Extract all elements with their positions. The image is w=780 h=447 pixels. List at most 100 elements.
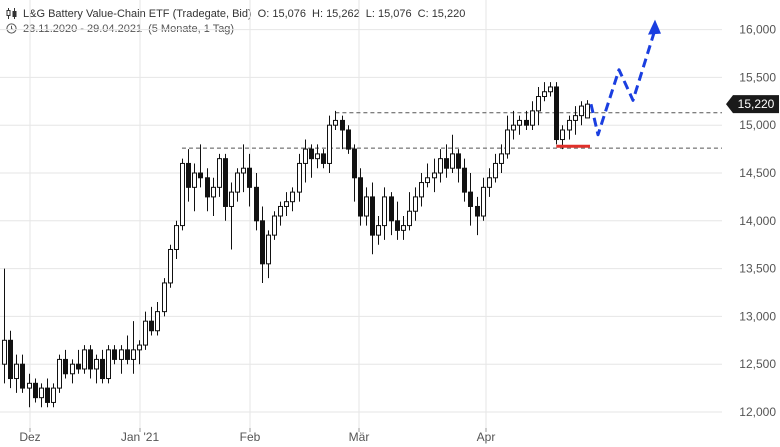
candle-body-up xyxy=(333,119,338,126)
candle xyxy=(57,354,62,393)
candle xyxy=(217,153,222,197)
candle-body-up xyxy=(168,248,173,284)
y-axis: 12,000 12,500 13,000 13,500 14,000 14,500 15,0… xyxy=(739,23,776,419)
chart-header: L&G Battery Value-Chain ETF (Tradegate, … xyxy=(6,6,465,36)
candle xyxy=(548,82,553,97)
candle xyxy=(131,321,136,374)
candle xyxy=(63,349,68,379)
candle xyxy=(162,278,167,317)
candle-body-down xyxy=(309,148,314,160)
candle-body-down xyxy=(20,363,25,389)
candle-body-up xyxy=(407,210,412,227)
candle-body-up xyxy=(425,177,430,184)
candle-body-up xyxy=(70,363,75,375)
annotations xyxy=(556,19,661,148)
candle xyxy=(180,158,185,231)
candle-body-up xyxy=(131,349,136,360)
candle-body-up xyxy=(493,162,498,179)
candle-body-down xyxy=(462,167,467,193)
candle-body-down xyxy=(260,220,265,265)
candle-body-up xyxy=(548,86,553,93)
candle xyxy=(272,211,277,240)
candle-body-down xyxy=(76,363,81,370)
candle xyxy=(358,168,363,226)
candle xyxy=(125,335,130,365)
candle-body-up xyxy=(94,358,99,370)
candle-body-up xyxy=(284,201,289,207)
candle xyxy=(585,100,590,119)
candle-body-down xyxy=(186,162,191,188)
candle xyxy=(333,110,338,130)
open-value: O: 15,076 xyxy=(257,7,306,20)
candle-body-up xyxy=(511,124,516,131)
ohlc-row: L&G Battery Value-Chain ETF (Tradegate, … xyxy=(6,6,465,21)
date-range: 23.11.2020 - 29.04.2021 xyxy=(23,22,143,35)
candle xyxy=(505,115,510,159)
candle xyxy=(198,144,203,188)
candle-body-up xyxy=(567,119,572,131)
candle xyxy=(235,168,240,202)
candle-body-up xyxy=(211,186,216,198)
candle xyxy=(229,182,234,250)
candle xyxy=(223,153,228,221)
candle xyxy=(112,345,117,365)
candle-body-up xyxy=(143,320,148,346)
high-value: H: 15,262 xyxy=(312,7,360,20)
candle-body-up xyxy=(303,148,308,164)
candle xyxy=(106,345,111,384)
candle xyxy=(346,125,351,154)
last-price-label: 15,220 xyxy=(738,97,775,111)
candle xyxy=(524,110,529,130)
candle xyxy=(432,158,437,193)
candle-body-up xyxy=(82,349,87,370)
candle xyxy=(389,192,394,236)
candle xyxy=(554,82,559,145)
candle xyxy=(2,268,7,384)
x-axis: Dez Jan '21 Feb Mär Apr xyxy=(19,428,495,444)
candle-body-down xyxy=(554,86,559,141)
candle-body-down xyxy=(358,177,363,217)
x-tick-label: Feb xyxy=(240,430,261,444)
candle-body-down xyxy=(254,186,259,222)
candle-body-up xyxy=(39,387,44,399)
candle xyxy=(284,192,289,217)
candle xyxy=(401,216,406,240)
candle xyxy=(192,163,197,212)
candle-body-up xyxy=(180,162,185,227)
candle xyxy=(321,149,326,169)
candle xyxy=(475,196,480,236)
low-value: L: 15,076 xyxy=(365,7,412,20)
candle-body-up xyxy=(542,91,547,98)
candle-body-down xyxy=(352,148,357,179)
candle xyxy=(149,306,154,336)
candle xyxy=(27,373,32,408)
y-tick-label: 14,500 xyxy=(739,166,776,180)
candle xyxy=(517,115,522,135)
candle xyxy=(315,144,320,169)
candle-body-down xyxy=(370,196,375,236)
candle xyxy=(340,115,345,150)
candle-body-down xyxy=(8,339,13,380)
candle xyxy=(45,378,50,408)
x-tick-label: Mär xyxy=(349,430,370,444)
candle-body-up xyxy=(450,153,455,169)
candle-body-down xyxy=(340,119,345,131)
candle xyxy=(290,187,295,212)
candle xyxy=(211,177,216,217)
candle-body-up xyxy=(235,172,240,193)
candle xyxy=(88,345,93,379)
candle xyxy=(352,144,357,202)
candle xyxy=(407,192,412,231)
candle xyxy=(119,345,124,374)
candle-body-down xyxy=(389,196,394,222)
candle-body-up xyxy=(327,124,332,164)
candle xyxy=(241,144,246,193)
candle-body-up xyxy=(241,167,246,174)
last-price-box xyxy=(726,95,779,114)
candle xyxy=(370,182,375,255)
candle-body-up xyxy=(505,129,510,155)
candle-body-up xyxy=(162,282,167,313)
candle-body-up xyxy=(432,172,437,179)
candle-body-down xyxy=(395,220,400,231)
